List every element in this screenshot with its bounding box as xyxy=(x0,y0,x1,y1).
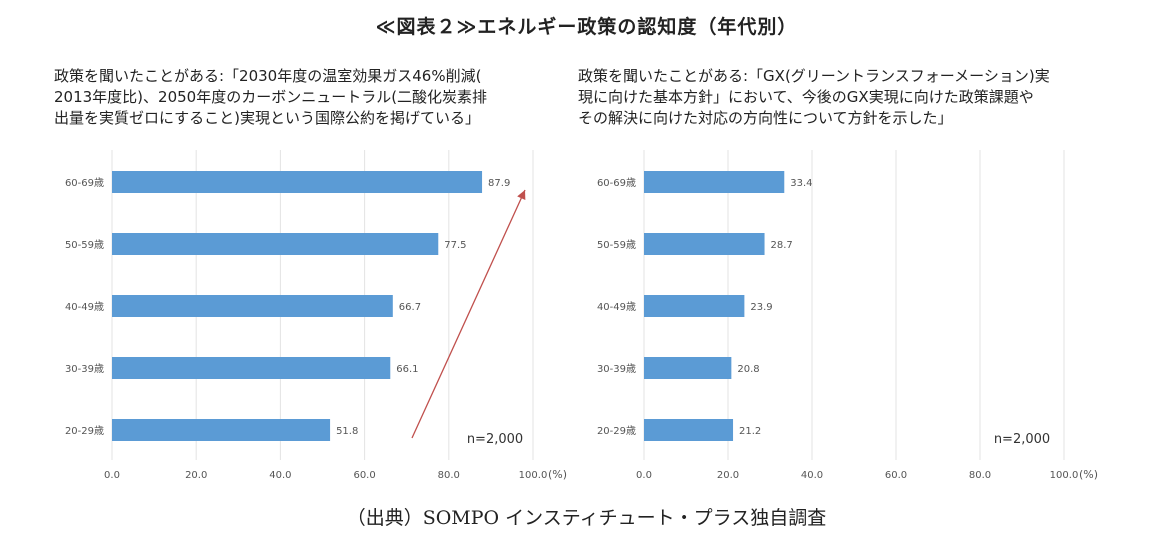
left-category-label: 40-49歳 xyxy=(65,301,104,313)
right-value-label: 23.9 xyxy=(750,302,772,313)
right-chart-description: 政策を聞いたことがある:「GX(グリーントランスフォーメーション)実 現に向けた… xyxy=(578,67,1050,127)
left-sample-size-note: n=2,000 xyxy=(467,432,523,447)
left-x-tick-label: 80.0 xyxy=(438,470,460,481)
left-value-label: 51.8 xyxy=(336,426,358,437)
right-category-label: 60-69歳 xyxy=(597,177,636,189)
right-x-tick-label: 20.0 xyxy=(717,470,739,481)
left-category-label: 20-29歳 xyxy=(65,425,104,437)
left-x-unit-label: (%) xyxy=(548,468,567,481)
source-caption: （出典）SOMPO インスティチュート・プラス独自調査 xyxy=(346,507,827,529)
right-bar xyxy=(644,419,734,441)
right-category-label: 40-49歳 xyxy=(597,301,636,313)
right-bar xyxy=(644,171,785,193)
left-bar xyxy=(112,295,393,317)
left-chart-description: 政策を聞いたことがある:「2030年度の温室効果ガス46%削減( 2013年度比… xyxy=(54,67,488,127)
left-bar xyxy=(112,357,391,379)
left-category-label: 50-59歳 xyxy=(65,239,104,251)
left-value-label: 77.5 xyxy=(444,240,466,251)
right-category-label: 50-59歳 xyxy=(597,239,636,251)
left-bar xyxy=(112,171,483,193)
left-category-label: 30-39歳 xyxy=(65,363,104,375)
right-value-label: 20.8 xyxy=(737,364,759,375)
right-value-label: 28.7 xyxy=(771,240,793,251)
right-value-label: 33.4 xyxy=(790,178,812,189)
right-sample-size-note: n=2,000 xyxy=(994,432,1050,447)
left-x-tick-label: 0.0 xyxy=(104,470,120,481)
trend-arrow-head xyxy=(517,190,526,201)
right-category-label: 30-39歳 xyxy=(597,363,636,375)
right-category-label: 20-29歳 xyxy=(597,425,636,437)
left-value-label: 87.9 xyxy=(488,178,510,189)
left-bar xyxy=(112,419,331,441)
left-x-tick-label: 40.0 xyxy=(269,470,291,481)
right-x-tick-label: 40.0 xyxy=(801,470,823,481)
right-x-unit-label: (%) xyxy=(1079,468,1098,481)
right-bar xyxy=(644,295,745,317)
left-value-label: 66.7 xyxy=(399,302,421,313)
right-x-tick-label: 80.0 xyxy=(969,470,991,481)
left-value-label: 66.1 xyxy=(396,364,418,375)
right-x-tick-label: 100.0 xyxy=(1050,470,1079,481)
left-x-tick-label: 60.0 xyxy=(353,470,375,481)
right-x-tick-label: 60.0 xyxy=(885,470,907,481)
right-x-tick-label: 0.0 xyxy=(636,470,652,481)
trend-arrow-line xyxy=(411,189,526,439)
right-value-label: 21.2 xyxy=(739,426,761,437)
left-bar xyxy=(112,233,439,255)
right-bar xyxy=(644,233,765,255)
figure-title: ≪図表２≫エネルギー政策の認知度（年代別） xyxy=(375,16,798,38)
right-bar xyxy=(644,357,732,379)
left-x-tick-label: 100.0 xyxy=(519,470,548,481)
left-category-label: 60-69歳 xyxy=(65,177,104,189)
left-x-tick-label: 20.0 xyxy=(185,470,207,481)
